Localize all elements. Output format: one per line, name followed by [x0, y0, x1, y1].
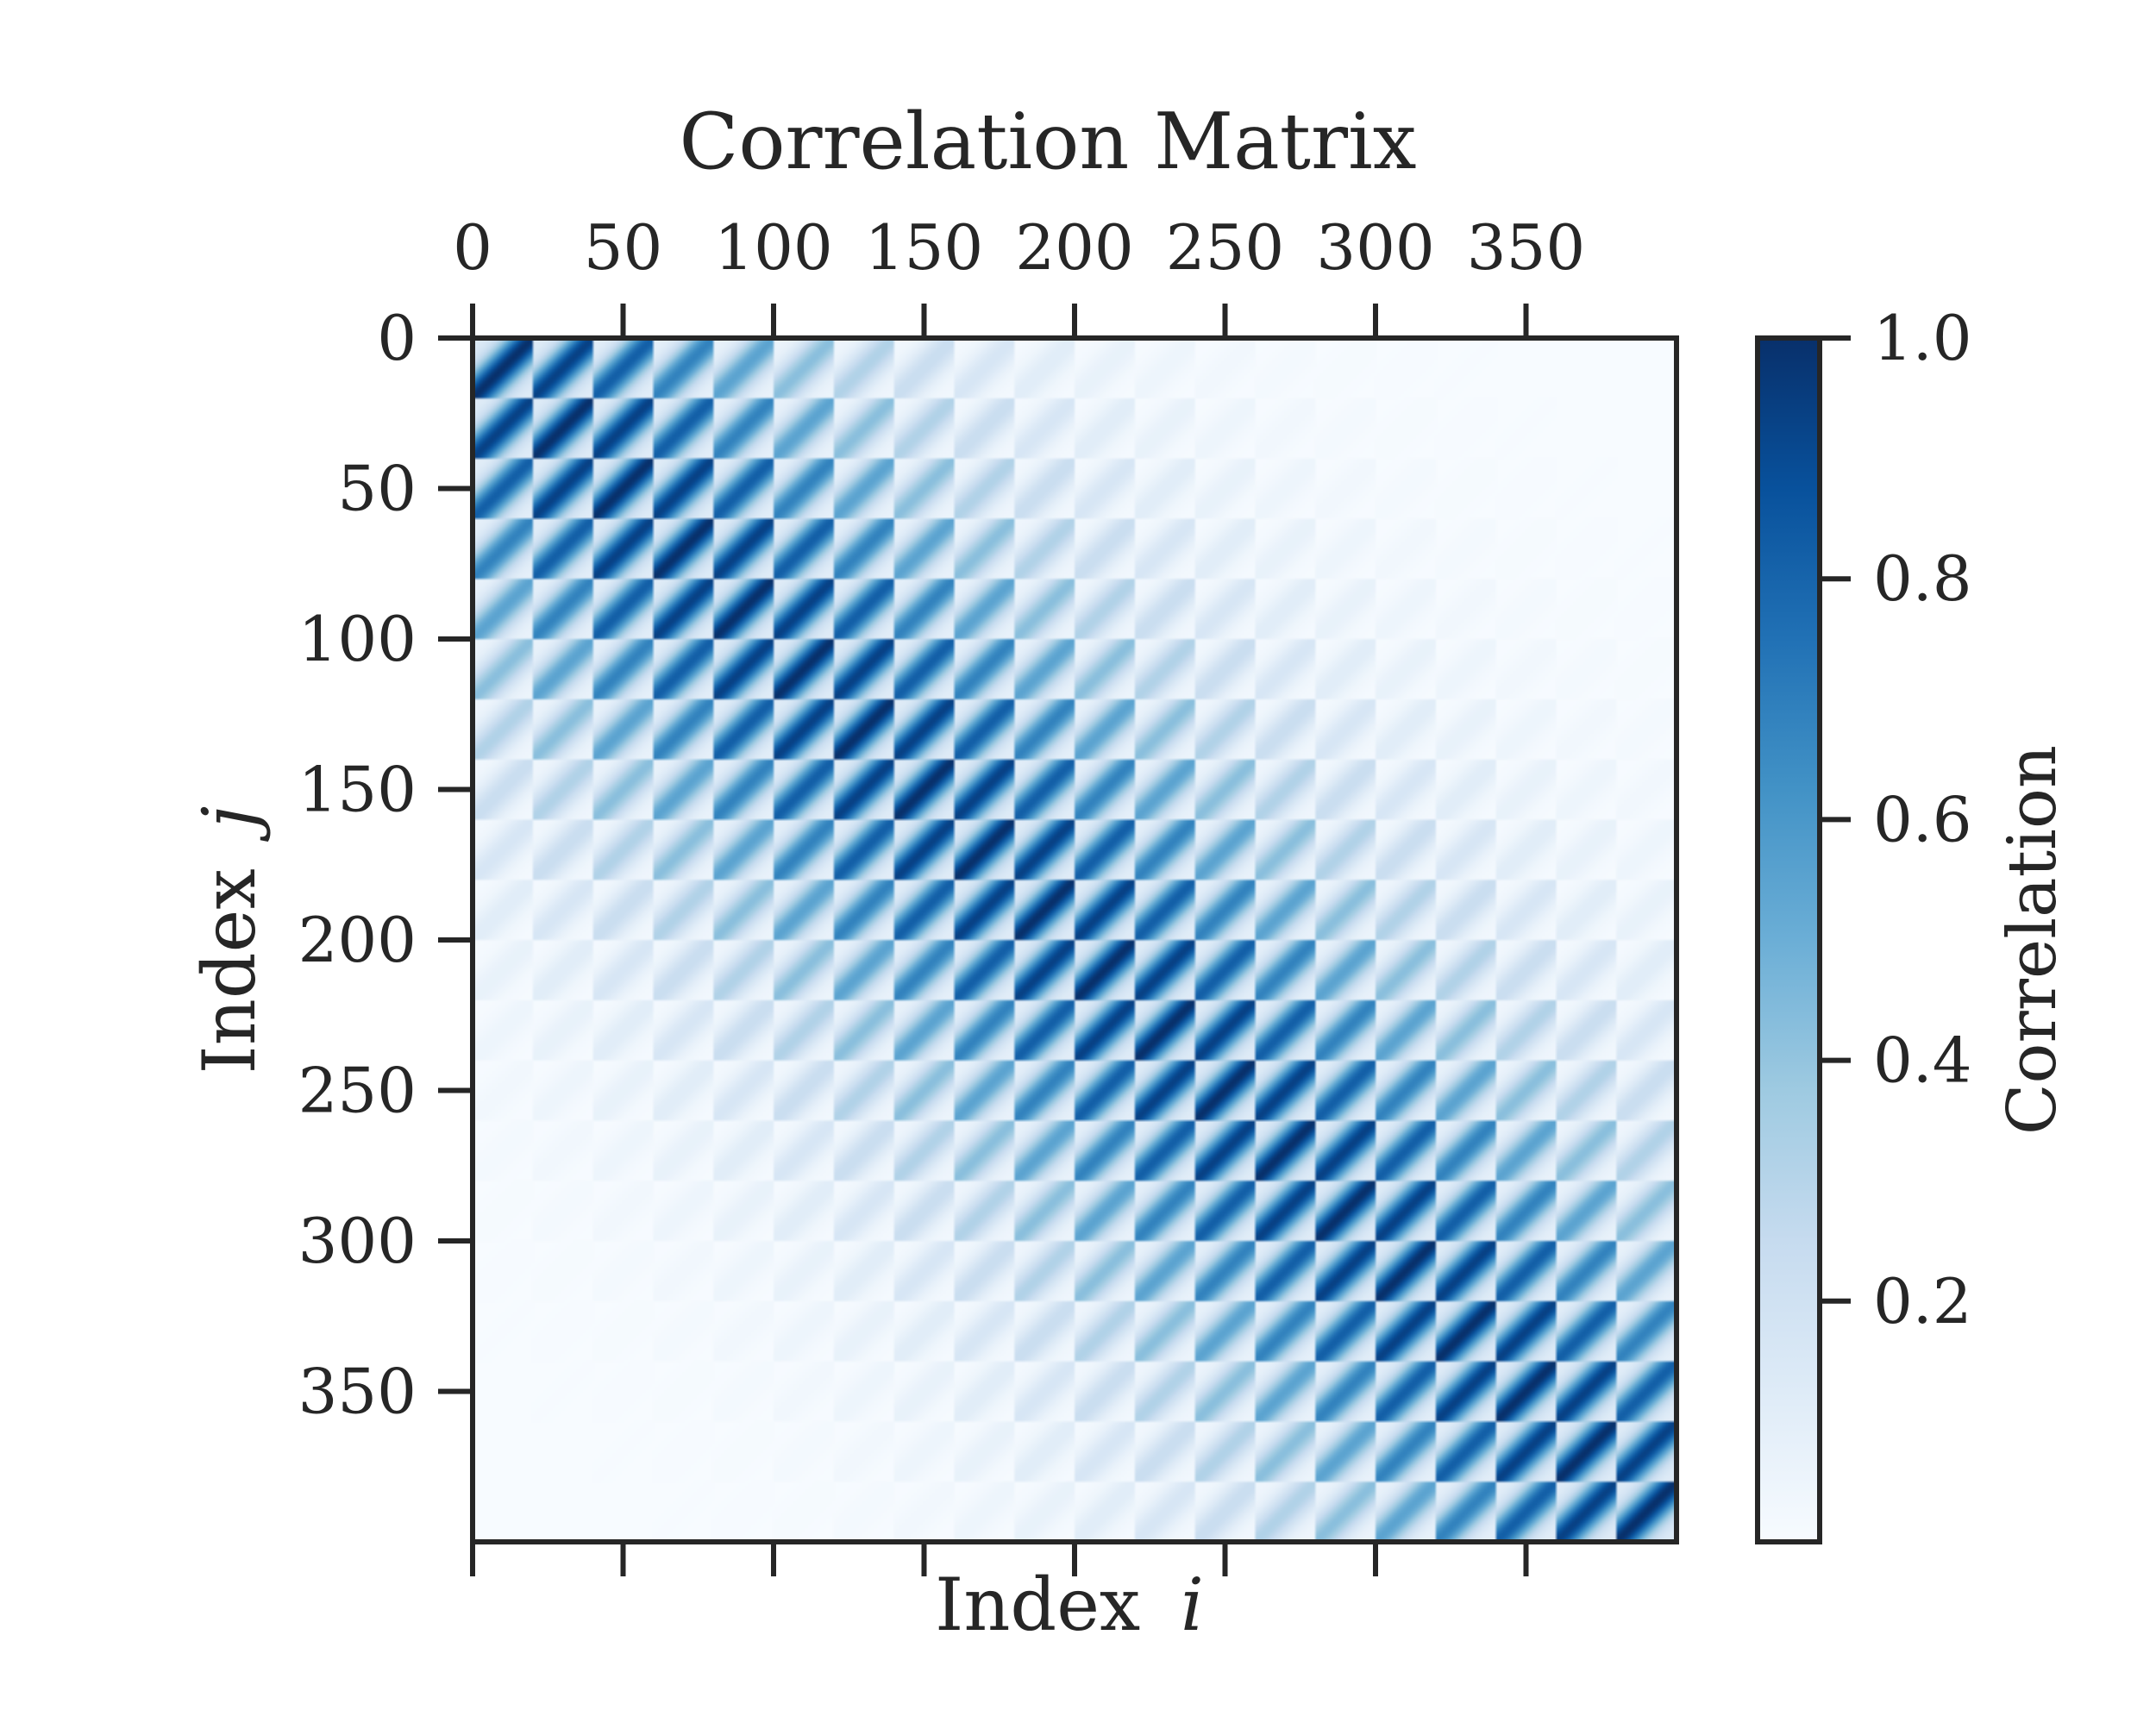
y-tick-label: 150: [298, 754, 417, 826]
colorbar-tick-label: 1.0: [1873, 302, 1972, 374]
x-tick-label: 250: [1166, 211, 1284, 284]
y-tick-label: 0: [377, 302, 417, 374]
x-tick-label: 150: [865, 211, 983, 284]
x-tick-label: 50: [584, 211, 663, 284]
x-axis-title-var: i: [1181, 1563, 1204, 1647]
colorbar: 0.2 0.4 0.6 0.8 1.0 Correlation: [1755, 302, 2071, 1544]
chart-title: Correlation Matrix: [679, 97, 1416, 187]
x-tick-label: 0: [453, 211, 492, 284]
x-axis-title: Index i: [935, 1563, 1204, 1647]
x-tick-label: 100: [714, 211, 832, 284]
y-tick-label: 250: [298, 1055, 417, 1127]
y-tick-label: 300: [298, 1205, 417, 1277]
heatmap-plot-area: [470, 335, 1679, 1544]
x-tick-label: 300: [1316, 211, 1434, 284]
x-tick-label: 200: [1015, 211, 1133, 284]
colorbar-tick-label: 0.8: [1873, 542, 1972, 615]
x-axis-title-prefix: Index: [935, 1563, 1140, 1647]
colorbar-gradient: [1758, 338, 1820, 1542]
colorbar-ticks: 0.2 0.4 0.6 0.8 1.0: [1820, 302, 1972, 1337]
x-axis-top-ticks: 0 50 100 150 200 250 300 350: [453, 211, 1585, 338]
colorbar-frame: [1755, 335, 1822, 1544]
y-tick-label: 350: [298, 1356, 417, 1428]
colorbar-tick-label: 0.2: [1873, 1265, 1972, 1337]
y-axis-title-var: j: [187, 806, 272, 843]
x-axis-bottom-ticks: [470, 1542, 1529, 1576]
heatmap-cells: [473, 338, 1677, 1542]
colorbar-tick-label: 0.4: [1873, 1024, 1972, 1097]
y-axis-title: Index j: [187, 806, 272, 1074]
y-axis-ticks: 0 50 100 150 200 250 300 350: [298, 302, 473, 1428]
x-tick-label: 350: [1467, 211, 1585, 284]
colorbar-title: Correlation: [1994, 745, 2071, 1135]
y-tick-label: 100: [298, 603, 417, 675]
colorbar-tick-label: 0.6: [1873, 783, 1972, 855]
y-tick-label: 50: [337, 453, 417, 525]
y-axis-title-prefix: Index: [187, 868, 272, 1074]
y-tick-label: 200: [298, 904, 417, 976]
